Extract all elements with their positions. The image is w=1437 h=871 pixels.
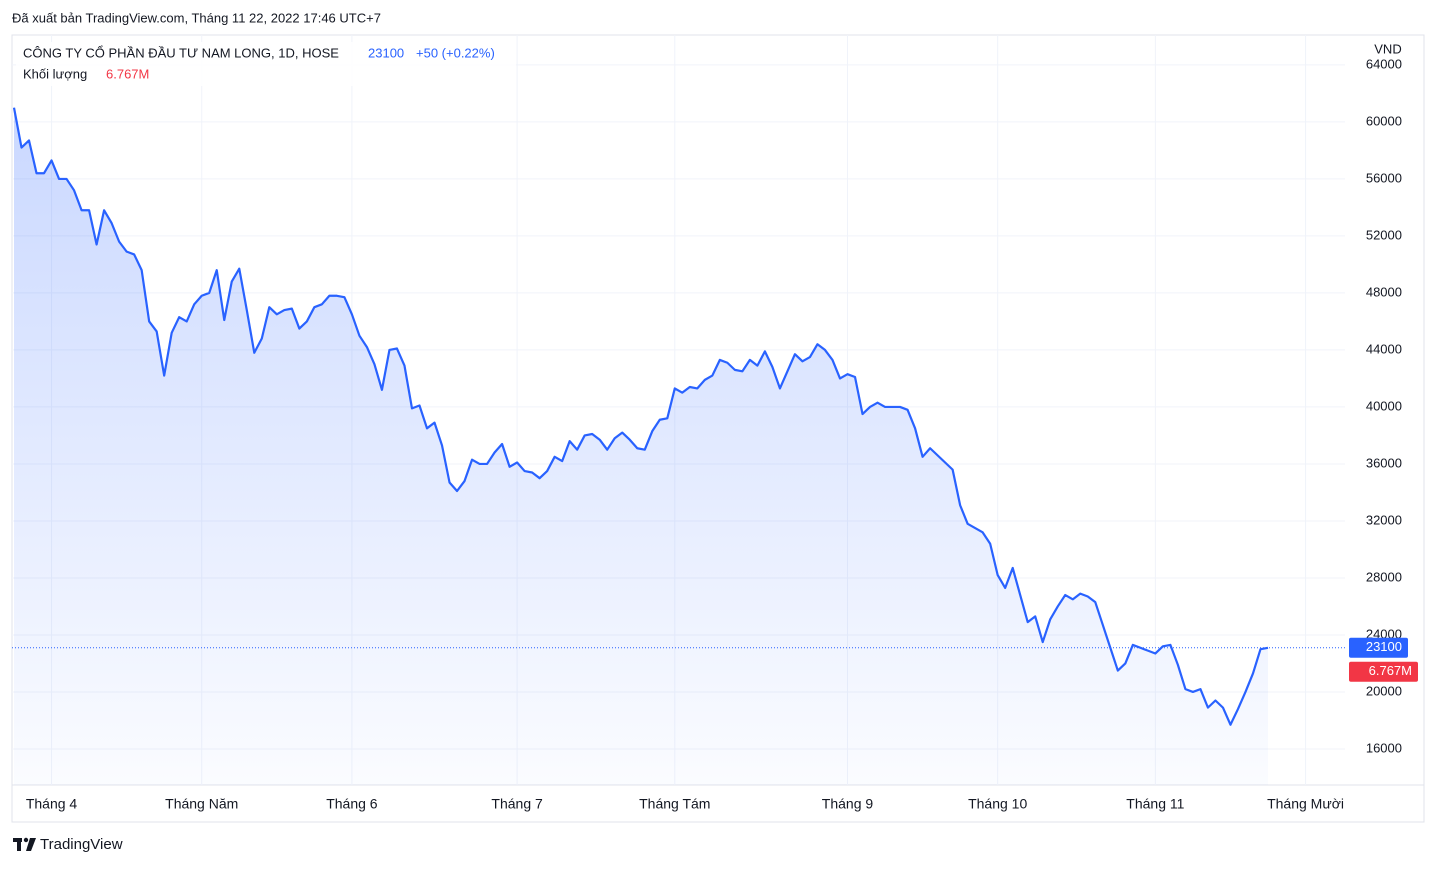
y-tick-label: 40000	[1366, 398, 1402, 413]
y-tick-label: 56000	[1366, 170, 1402, 185]
x-tick-label: Tháng 7	[491, 796, 543, 812]
volume-label: 6.767M	[1369, 663, 1412, 678]
x-tick-label: Tháng 10	[968, 796, 1027, 812]
last-price-label: 23100	[1366, 639, 1402, 654]
chart-frame	[11, 34, 1425, 823]
y-tick-label: 44000	[1366, 341, 1402, 356]
y-tick-label: 24000	[1366, 626, 1402, 641]
y-tick-label: 60000	[1366, 113, 1402, 128]
currency-label: VND	[1374, 41, 1401, 56]
x-tick-label: Tháng Tám	[639, 796, 710, 812]
x-tick-label: Tháng 9	[822, 796, 874, 812]
published-note: Đã xuất bản TradingView.com, Tháng 11 22…	[12, 10, 381, 25]
brand-name: TradingView	[40, 836, 123, 853]
y-tick-label: 64000	[1366, 56, 1402, 71]
area-fill	[14, 107, 1269, 785]
x-tick-label: Tháng Năm	[165, 796, 238, 812]
y-tick-label: 48000	[1366, 284, 1402, 299]
x-tick-label: Tháng 11	[1126, 796, 1184, 812]
x-tick-label: Tháng 6	[326, 796, 378, 812]
y-tick-label: 16000	[1366, 740, 1402, 755]
brand-logo	[13, 837, 36, 851]
legend-volume: 6.767M	[106, 66, 149, 81]
last-price-box	[1349, 637, 1408, 658]
y-tick-label: 52000	[1366, 227, 1402, 242]
legend-bg	[16, 42, 516, 86]
x-tick-label: Tháng 4	[26, 796, 78, 812]
legend-volume-label: Khối lượng	[23, 66, 87, 81]
y-tick-label: 36000	[1366, 455, 1402, 470]
legend-change: +50 (+0.22%)	[416, 45, 495, 60]
volume-box	[1349, 661, 1418, 682]
price-line	[12, 107, 1269, 726]
x-tick-label: Tháng Mười	[1267, 796, 1344, 812]
legend-symbol: CÔNG TY CỔ PHẦN ĐẦU TƯ NAM LONG, 1D, HOS…	[23, 45, 339, 60]
legend-price: 23100	[368, 45, 404, 60]
y-tick-label: 20000	[1366, 683, 1402, 698]
y-tick-label: 32000	[1366, 512, 1402, 527]
y-tick-label: 28000	[1366, 569, 1402, 584]
